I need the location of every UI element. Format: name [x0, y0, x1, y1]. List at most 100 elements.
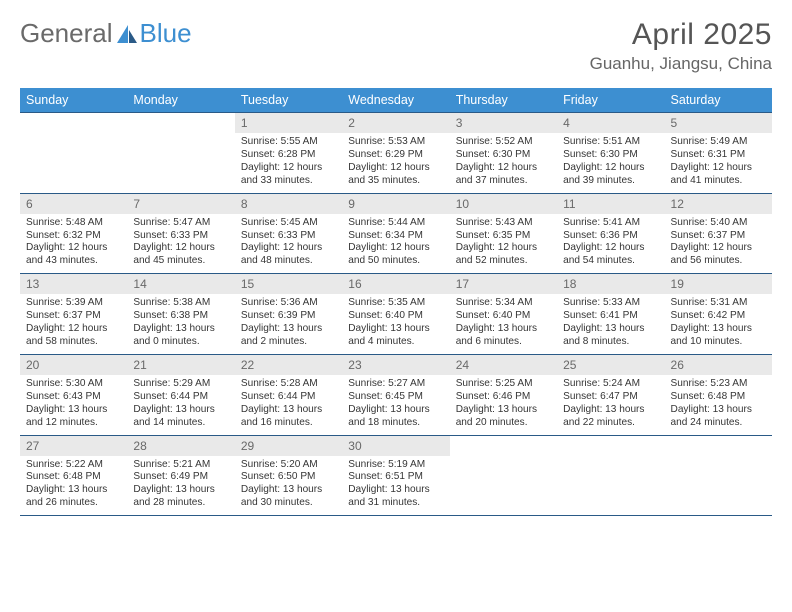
daylight-text: Daylight: 13 hours: [241, 484, 336, 497]
day-details: Sunrise: 5:21 AMSunset: 6:49 PMDaylight:…: [127, 456, 234, 516]
calendar-week: 6Sunrise: 5:48 AMSunset: 6:32 PMDaylight…: [20, 194, 772, 275]
day-number: 15: [235, 274, 342, 294]
daylight-text: and 43 minutes.: [26, 255, 121, 268]
day-details: Sunrise: 5:29 AMSunset: 6:44 PMDaylight:…: [127, 375, 234, 435]
calendar-cell: 1Sunrise: 5:55 AMSunset: 6:28 PMDaylight…: [235, 113, 342, 193]
calendar-cell: 16Sunrise: 5:35 AMSunset: 6:40 PMDayligh…: [342, 274, 449, 354]
sunrise-text: Sunrise: 5:24 AM: [563, 378, 658, 391]
daylight-text: and 56 minutes.: [671, 255, 766, 268]
sunset-text: Sunset: 6:40 PM: [348, 310, 443, 323]
day-number: 26: [665, 355, 772, 375]
day-details: Sunrise: 5:30 AMSunset: 6:43 PMDaylight:…: [20, 375, 127, 435]
daylight-text: and 50 minutes.: [348, 255, 443, 268]
sunrise-text: Sunrise: 5:28 AM: [241, 378, 336, 391]
day-number: 25: [557, 355, 664, 375]
sunset-text: Sunset: 6:48 PM: [26, 471, 121, 484]
day-number: 7: [127, 194, 234, 214]
day-number: 17: [450, 274, 557, 294]
calendar-cell: 21Sunrise: 5:29 AMSunset: 6:44 PMDayligh…: [127, 355, 234, 435]
sunset-text: Sunset: 6:37 PM: [671, 230, 766, 243]
title-location: Guanhu, Jiangsu, China: [590, 54, 772, 74]
daylight-text: Daylight: 13 hours: [348, 323, 443, 336]
calendar-cell: [665, 436, 772, 516]
daylight-text: Daylight: 12 hours: [26, 242, 121, 255]
daylight-text: and 16 minutes.: [241, 417, 336, 430]
day-number: 24: [450, 355, 557, 375]
day-number: 21: [127, 355, 234, 375]
day-number: 20: [20, 355, 127, 375]
sunrise-text: Sunrise: 5:31 AM: [671, 297, 766, 310]
daylight-text: and 6 minutes.: [456, 336, 551, 349]
day-number: 27: [20, 436, 127, 456]
daylight-text: Daylight: 13 hours: [456, 323, 551, 336]
daylight-text: and 58 minutes.: [26, 336, 121, 349]
sunrise-text: Sunrise: 5:22 AM: [26, 459, 121, 472]
calendar-cell: 22Sunrise: 5:28 AMSunset: 6:44 PMDayligh…: [235, 355, 342, 435]
daylight-text: and 12 minutes.: [26, 417, 121, 430]
calendar-cell: 28Sunrise: 5:21 AMSunset: 6:49 PMDayligh…: [127, 436, 234, 516]
sunset-text: Sunset: 6:35 PM: [456, 230, 551, 243]
daylight-text: and 20 minutes.: [456, 417, 551, 430]
sunrise-text: Sunrise: 5:35 AM: [348, 297, 443, 310]
sunset-text: Sunset: 6:31 PM: [671, 149, 766, 162]
dow-monday: Monday: [127, 88, 234, 112]
sunset-text: Sunset: 6:34 PM: [348, 230, 443, 243]
day-details: Sunrise: 5:25 AMSunset: 6:46 PMDaylight:…: [450, 375, 557, 435]
logo-sail-icon: [116, 24, 138, 44]
sunrise-text: Sunrise: 5:48 AM: [26, 217, 121, 230]
sunset-text: Sunset: 6:41 PM: [563, 310, 658, 323]
sunset-text: Sunset: 6:33 PM: [241, 230, 336, 243]
calendar-cell: [450, 436, 557, 516]
dow-friday: Friday: [557, 88, 664, 112]
daylight-text: and 10 minutes.: [671, 336, 766, 349]
day-details: Sunrise: 5:43 AMSunset: 6:35 PMDaylight:…: [450, 214, 557, 274]
day-details: Sunrise: 5:47 AMSunset: 6:33 PMDaylight:…: [127, 214, 234, 274]
sunset-text: Sunset: 6:30 PM: [563, 149, 658, 162]
calendar-cell: [557, 436, 664, 516]
daylight-text: and 22 minutes.: [563, 417, 658, 430]
day-number: 16: [342, 274, 449, 294]
daylight-text: Daylight: 12 hours: [348, 242, 443, 255]
calendar-cell: 14Sunrise: 5:38 AMSunset: 6:38 PMDayligh…: [127, 274, 234, 354]
calendar-cell: 12Sunrise: 5:40 AMSunset: 6:37 PMDayligh…: [665, 194, 772, 274]
dow-saturday: Saturday: [665, 88, 772, 112]
sunrise-text: Sunrise: 5:49 AM: [671, 136, 766, 149]
daylight-text: and 26 minutes.: [26, 497, 121, 510]
daylight-text: Daylight: 12 hours: [241, 242, 336, 255]
day-number: 3: [450, 113, 557, 133]
calendar-cell: [127, 113, 234, 193]
day-details: Sunrise: 5:35 AMSunset: 6:40 PMDaylight:…: [342, 294, 449, 354]
day-details: Sunrise: 5:41 AMSunset: 6:36 PMDaylight:…: [557, 214, 664, 274]
calendar-weeks: 1Sunrise: 5:55 AMSunset: 6:28 PMDaylight…: [20, 112, 772, 516]
day-number: 28: [127, 436, 234, 456]
sunrise-text: Sunrise: 5:53 AM: [348, 136, 443, 149]
title-block: April 2025 Guanhu, Jiangsu, China: [590, 18, 772, 74]
day-details: Sunrise: 5:51 AMSunset: 6:30 PMDaylight:…: [557, 133, 664, 193]
day-details: Sunrise: 5:28 AMSunset: 6:44 PMDaylight:…: [235, 375, 342, 435]
dow-sunday: Sunday: [20, 88, 127, 112]
daylight-text: and 24 minutes.: [671, 417, 766, 430]
day-number: 13: [20, 274, 127, 294]
calendar-week: 13Sunrise: 5:39 AMSunset: 6:37 PMDayligh…: [20, 274, 772, 355]
day-number: 4: [557, 113, 664, 133]
daylight-text: Daylight: 12 hours: [563, 162, 658, 175]
sunrise-text: Sunrise: 5:44 AM: [348, 217, 443, 230]
day-details: Sunrise: 5:49 AMSunset: 6:31 PMDaylight:…: [665, 133, 772, 193]
sunset-text: Sunset: 6:42 PM: [671, 310, 766, 323]
day-details: Sunrise: 5:39 AMSunset: 6:37 PMDaylight:…: [20, 294, 127, 354]
logo-text-general: General: [20, 18, 113, 49]
calendar-cell: 23Sunrise: 5:27 AMSunset: 6:45 PMDayligh…: [342, 355, 449, 435]
sunrise-text: Sunrise: 5:45 AM: [241, 217, 336, 230]
sunset-text: Sunset: 6:30 PM: [456, 149, 551, 162]
daylight-text: and 2 minutes.: [241, 336, 336, 349]
calendar-cell: 9Sunrise: 5:44 AMSunset: 6:34 PMDaylight…: [342, 194, 449, 274]
sunset-text: Sunset: 6:40 PM: [456, 310, 551, 323]
daylight-text: and 33 minutes.: [241, 175, 336, 188]
day-details: Sunrise: 5:34 AMSunset: 6:40 PMDaylight:…: [450, 294, 557, 354]
sunrise-text: Sunrise: 5:30 AM: [26, 378, 121, 391]
day-number: 1: [235, 113, 342, 133]
page-header: General Blue April 2025 Guanhu, Jiangsu,…: [20, 18, 772, 74]
calendar-cell: 11Sunrise: 5:41 AMSunset: 6:36 PMDayligh…: [557, 194, 664, 274]
day-details: Sunrise: 5:48 AMSunset: 6:32 PMDaylight:…: [20, 214, 127, 274]
daylight-text: Daylight: 12 hours: [133, 242, 228, 255]
